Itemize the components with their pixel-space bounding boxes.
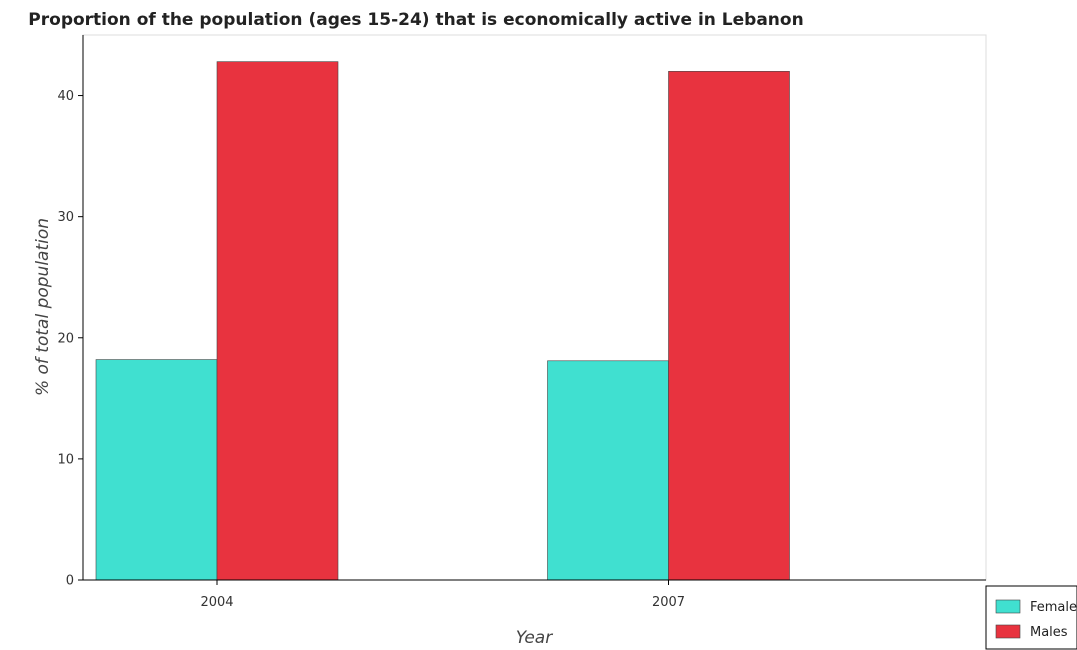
legend: Females Males — [985, 585, 1077, 650]
y-tick-label: 20 — [57, 331, 74, 346]
y-tick-label: 0 — [66, 574, 74, 589]
y-tick-label: 30 — [57, 210, 74, 225]
chart-title: Proportion of the population (ages 15-24… — [28, 10, 803, 30]
legend-label-females: Females — [1030, 600, 1077, 615]
legend-swatch-males — [995, 624, 1021, 639]
y-axis: 0 10 20 30 40 — [57, 35, 84, 589]
x-tick-label: 2004 — [200, 595, 233, 610]
x-axis-label: Year — [516, 628, 553, 648]
bars-group — [95, 61, 790, 581]
bar-males-2004 — [216, 61, 339, 581]
bar-males-2007 — [668, 71, 790, 581]
y-axis-label: % of total population — [33, 218, 53, 396]
legend-box — [985, 585, 1077, 650]
bar-females-2007 — [547, 360, 669, 581]
x-tick-label: 2007 — [652, 595, 685, 610]
legend-swatch-females — [995, 599, 1021, 614]
bar-females-2004 — [95, 359, 218, 581]
x-axis: 2004 2007 — [83, 579, 986, 610]
legend-label-males: Males — [1030, 625, 1068, 640]
y-tick-label: 40 — [57, 89, 74, 104]
y-tick-label: 10 — [57, 452, 74, 467]
